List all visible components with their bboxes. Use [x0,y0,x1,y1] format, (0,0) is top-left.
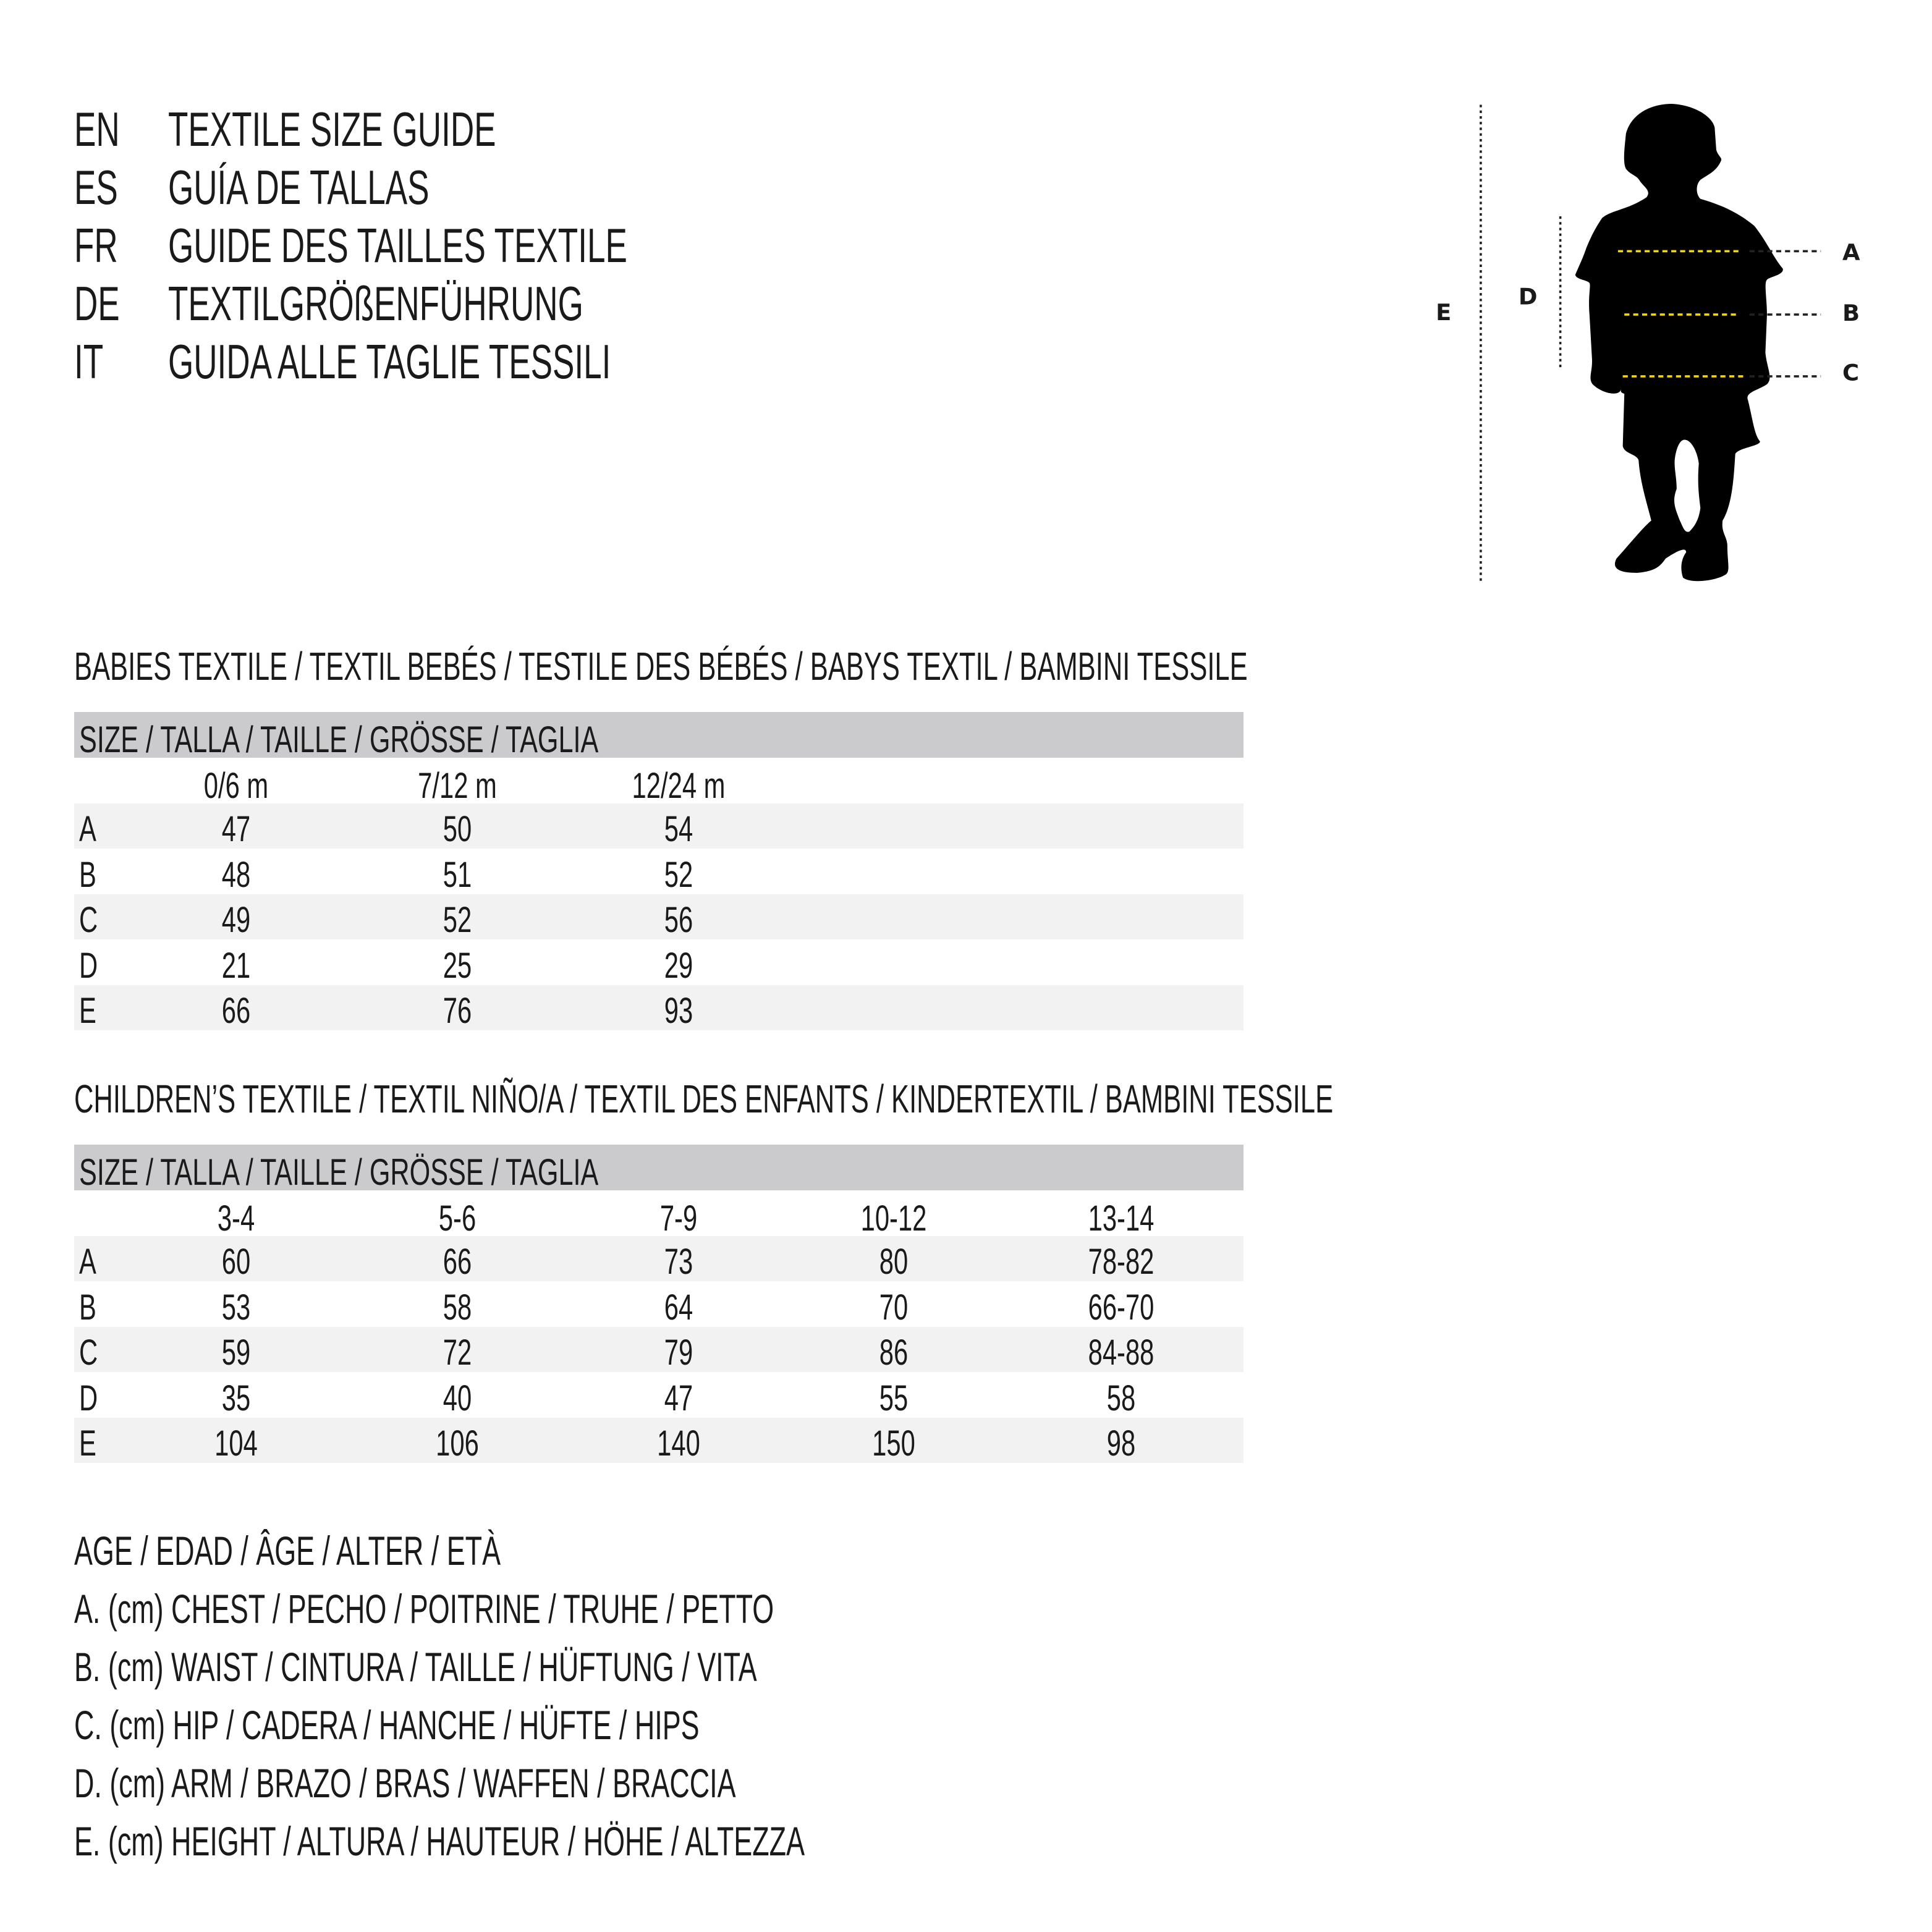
table-cell: 21 [221,945,251,986]
table-row: A 60 66 73 80 78-82 [74,1236,1244,1282]
table-cell: 72 [443,1332,472,1373]
table-cell: 47 [664,1378,693,1418]
column-header-row: 0/6 m 7/12 m 12/24 m [74,760,1244,806]
table-cell: 66 [221,991,251,1031]
table-cell: 49 [221,900,251,940]
table-cell: 25 [443,945,472,986]
table-cell: 78-82 [1088,1242,1155,1282]
row-label: B [79,1287,96,1328]
table-cell: 47 [221,809,251,849]
row-label: D [79,1378,98,1418]
table-cell: 55 [879,1378,909,1418]
table-cell: 98 [1106,1423,1136,1464]
label-e: E [1436,299,1451,326]
column-header: 7/12 m [418,766,497,806]
table-row: B 53 58 64 70 66-70 [74,1282,1244,1328]
title-fr: GUIDE DES TAILLES TEXTILE [168,218,627,273]
label-b: B [1842,300,1860,326]
table-cell: 79 [664,1332,693,1373]
title-en: TEXTILE SIZE GUIDE [168,102,496,156]
table-cell: 80 [879,1242,909,1282]
title-es: GUÍA DE TALLAS [168,160,430,214]
legend-hip: C. (cm) HIP / CADERA / HANCHE / HÜFTE / … [74,1702,700,1748]
column-header: 12/24 m [632,766,726,806]
row-label: E [79,991,96,1031]
table-cell: 106 [436,1423,479,1464]
row-label: A [79,809,96,849]
title-it: GUIDA ALLE TAGLIE TESSILI [168,334,611,389]
column-header: 13-14 [1088,1198,1155,1239]
row-label: C [79,900,98,940]
table-cell: 59 [221,1332,251,1373]
child-silhouette-icon [1575,103,1783,582]
table-row: A 47 50 54 [74,803,1244,849]
legend-chest: A. (cm) CHEST / PECHO / POITRINE / TRUHE… [74,1586,774,1632]
label-d: D [1519,284,1538,310]
table-cell: 140 [657,1423,700,1464]
size-header-label: SIZE / TALLA / TAILLE / GRÖSSE / TAGLIA [79,719,599,760]
column-header: 7-9 [659,1198,698,1239]
table-cell: 50 [443,809,472,849]
column-header: 5-6 [438,1198,477,1239]
row-label: A [79,1242,96,1282]
table-cell: 48 [221,854,251,895]
table-cell: 54 [664,809,693,849]
table-cell: 35 [221,1378,251,1418]
size-header-label: SIZE / TALLA / TAILLE / GRÖSSE / TAGLIA [79,1151,599,1193]
table-cell: 70 [879,1287,909,1328]
table-cell: 51 [443,854,472,895]
table-row: D 35 40 47 55 58 [74,1373,1244,1418]
child-silhouette-figure: A B C D E [1436,103,1860,583]
table-cell: 150 [872,1423,915,1464]
table-cell: 53 [221,1287,251,1328]
table-cell: 64 [664,1287,693,1328]
legend-arm: D. (cm) ARM / BRAZO / BRAS / WAFFEN / BR… [74,1760,736,1806]
lang-code-en: EN [74,102,120,156]
table-row: E 104 106 140 150 98 [74,1418,1244,1464]
table-row: C 49 52 56 [74,894,1244,940]
babies-heading: BABIES TEXTILE / TEXTIL BEBÉS / TESTILE … [74,644,1248,688]
table-cell: 86 [879,1332,909,1373]
size-header-bar: SIZE / TALLA / TAILLE / GRÖSSE / TAGLIA [74,1145,1244,1193]
table-cell: 40 [443,1378,472,1418]
table-row: D 21 25 29 [74,940,1244,986]
lang-code-it: IT [74,334,104,389]
table-row: C 59 72 79 86 84-88 [74,1327,1244,1373]
column-header: 3-4 [217,1198,255,1239]
legend-waist: B. (cm) WAIST / CINTURA / TAILLE / HÜFTU… [74,1644,757,1690]
table-cell: 66 [443,1242,472,1282]
table-cell: 58 [443,1287,472,1328]
label-c: C [1842,360,1859,386]
column-header: 0/6 m [203,766,269,806]
lang-code-es: ES [74,160,118,214]
table-cell: 58 [1106,1378,1136,1418]
table-cell: 73 [664,1242,693,1282]
table-row: B 48 51 52 [74,849,1244,895]
row-label: C [79,1332,98,1373]
legend-height: E. (cm) HEIGHT / ALTURA / HAUTEUR / HÖHE… [74,1818,805,1864]
table-cell: 29 [664,945,693,986]
table-cell: 52 [664,854,693,895]
table-cell: 60 [221,1242,251,1282]
table-cell: 76 [443,991,472,1031]
table-cell: 104 [214,1423,258,1464]
row-label: B [79,854,96,895]
table-row: E 66 76 93 [74,985,1244,1031]
legend-age: AGE / EDAD / ÂGE / ALTER / ETÀ [74,1528,501,1574]
row-label: D [79,945,98,986]
title-de: TEXTILGRÖßENFÜHRUNG [168,276,583,331]
table-cell: 84-88 [1088,1332,1155,1373]
table-cell: 93 [664,991,693,1031]
lang-code-fr: FR [74,218,118,273]
table-cell: 52 [443,900,472,940]
row-label: E [79,1423,96,1464]
children-heading: CHILDREN’S TEXTILE / TEXTIL NIÑO/A / TEX… [74,1077,1334,1121]
column-header-row: 3-4 5-6 7-9 10-12 13-14 [74,1193,1244,1239]
table-cell: 66-70 [1088,1287,1155,1328]
label-a: A [1842,239,1860,266]
table-cell: 56 [664,900,693,940]
size-header-bar: SIZE / TALLA / TAILLE / GRÖSSE / TAGLIA [74,712,1244,760]
lang-code-de: DE [74,276,120,331]
column-header: 10-12 [860,1198,927,1239]
